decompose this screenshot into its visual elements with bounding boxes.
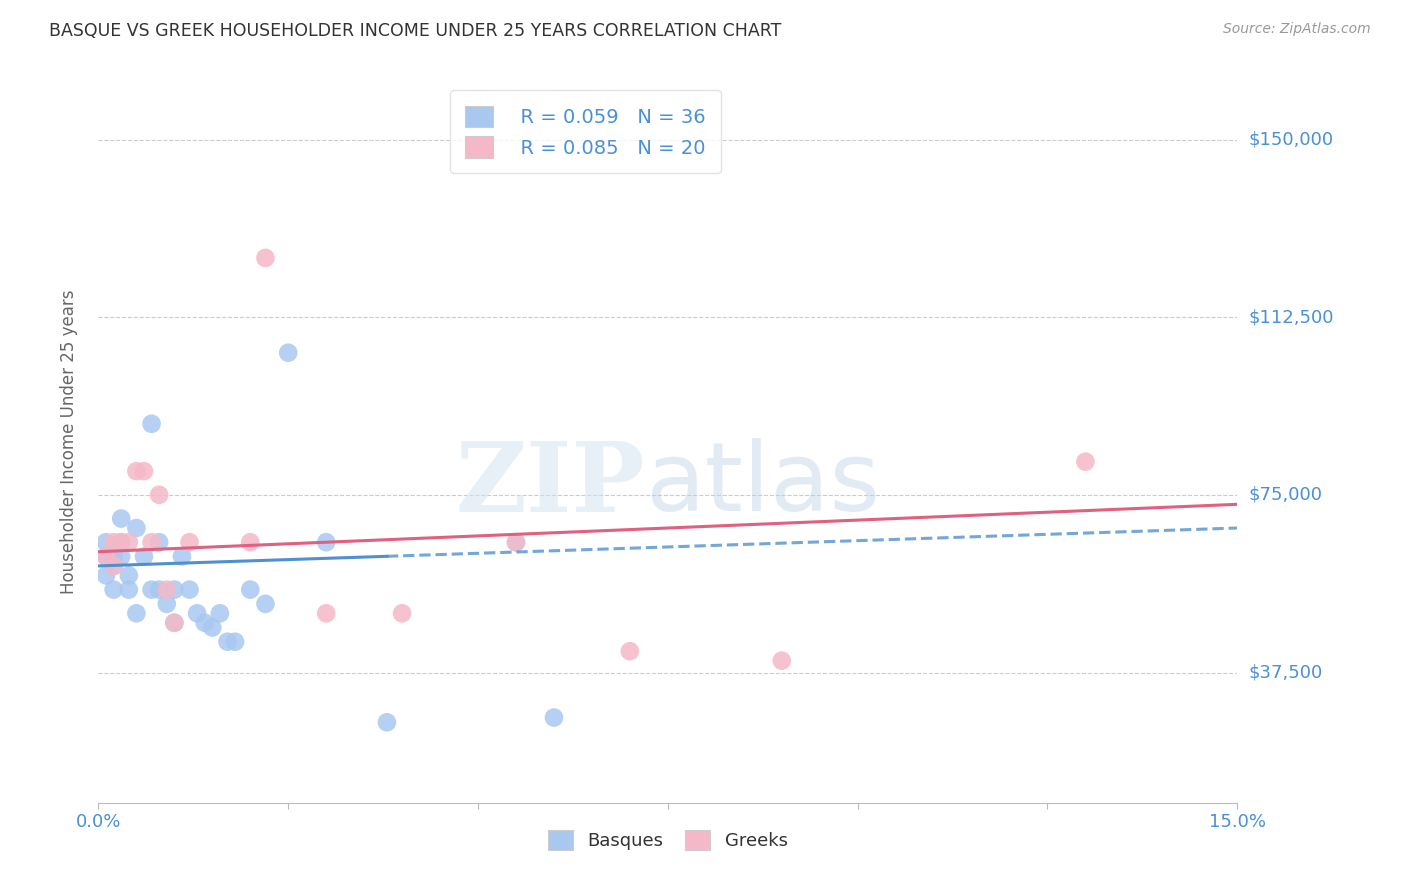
Point xyxy=(94,549,117,564)
Point xyxy=(103,535,125,549)
Point xyxy=(125,464,148,478)
Point xyxy=(163,615,186,630)
Point xyxy=(277,345,299,359)
Point xyxy=(125,521,148,535)
Point xyxy=(179,582,201,597)
Point xyxy=(103,582,125,597)
Point xyxy=(132,464,155,478)
Text: $150,000: $150,000 xyxy=(1249,130,1333,148)
Point xyxy=(148,582,170,597)
Point xyxy=(224,634,246,648)
Point xyxy=(217,634,239,648)
Point xyxy=(141,535,163,549)
Text: $37,500: $37,500 xyxy=(1249,664,1323,681)
Text: atlas: atlas xyxy=(645,438,880,532)
Point xyxy=(201,620,224,634)
Text: ZIP: ZIP xyxy=(456,438,645,532)
Point xyxy=(148,488,170,502)
Point xyxy=(543,710,565,724)
Point xyxy=(208,607,231,621)
Point xyxy=(94,568,117,582)
Point xyxy=(375,715,398,730)
Point xyxy=(239,535,262,549)
Point xyxy=(110,535,132,549)
Point xyxy=(94,535,117,549)
Point xyxy=(156,597,179,611)
Text: BASQUE VS GREEK HOUSEHOLDER INCOME UNDER 25 YEARS CORRELATION CHART: BASQUE VS GREEK HOUSEHOLDER INCOME UNDER… xyxy=(49,22,782,40)
Point xyxy=(170,549,193,564)
Point xyxy=(125,607,148,621)
Point xyxy=(179,535,201,549)
Point xyxy=(132,549,155,564)
Point xyxy=(103,558,125,573)
Point xyxy=(94,549,117,564)
Legend: Basques, Greeks: Basques, Greeks xyxy=(538,821,797,859)
Point xyxy=(141,417,163,431)
Point xyxy=(239,582,262,597)
Text: Source: ZipAtlas.com: Source: ZipAtlas.com xyxy=(1223,22,1371,37)
Point xyxy=(505,535,527,549)
Point xyxy=(141,582,163,597)
Point xyxy=(118,582,141,597)
Point xyxy=(254,251,277,265)
Point xyxy=(163,615,186,630)
Point xyxy=(110,535,132,549)
Point xyxy=(254,597,277,611)
Point xyxy=(118,568,141,582)
Point xyxy=(103,549,125,564)
Point xyxy=(110,511,132,525)
Point xyxy=(619,644,641,658)
Point xyxy=(391,607,413,621)
Point xyxy=(505,535,527,549)
Point xyxy=(103,558,125,573)
Point xyxy=(770,654,793,668)
Point xyxy=(315,535,337,549)
Point xyxy=(110,549,132,564)
Point xyxy=(156,582,179,597)
Y-axis label: Householder Income Under 25 years: Householder Income Under 25 years xyxy=(59,289,77,594)
Point xyxy=(118,535,141,549)
Text: $112,500: $112,500 xyxy=(1249,308,1334,326)
Text: $75,000: $75,000 xyxy=(1249,486,1323,504)
Point xyxy=(315,607,337,621)
Point xyxy=(194,615,217,630)
Point xyxy=(1074,455,1097,469)
Point xyxy=(163,582,186,597)
Point xyxy=(186,607,208,621)
Point xyxy=(148,535,170,549)
